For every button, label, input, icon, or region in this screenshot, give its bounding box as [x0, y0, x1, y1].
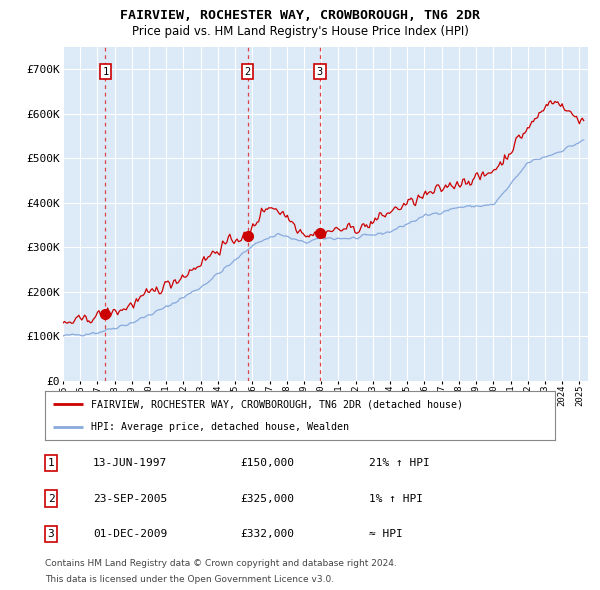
Text: FAIRVIEW, ROCHESTER WAY, CROWBOROUGH, TN6 2DR (detached house): FAIRVIEW, ROCHESTER WAY, CROWBOROUGH, TN…: [91, 399, 463, 409]
Text: 2: 2: [245, 67, 251, 77]
Text: 2: 2: [47, 494, 55, 503]
Text: £325,000: £325,000: [240, 494, 294, 503]
Text: Contains HM Land Registry data © Crown copyright and database right 2024.: Contains HM Land Registry data © Crown c…: [45, 559, 397, 568]
Text: HPI: Average price, detached house, Wealden: HPI: Average price, detached house, Weal…: [91, 422, 349, 432]
Text: FAIRVIEW, ROCHESTER WAY, CROWBOROUGH, TN6 2DR: FAIRVIEW, ROCHESTER WAY, CROWBOROUGH, TN…: [120, 9, 480, 22]
Text: 1% ↑ HPI: 1% ↑ HPI: [369, 494, 423, 503]
Text: £150,000: £150,000: [240, 458, 294, 468]
Text: 21% ↑ HPI: 21% ↑ HPI: [369, 458, 430, 468]
Text: ≈ HPI: ≈ HPI: [369, 529, 403, 539]
Text: £332,000: £332,000: [240, 529, 294, 539]
Text: Price paid vs. HM Land Registry's House Price Index (HPI): Price paid vs. HM Land Registry's House …: [131, 25, 469, 38]
Text: 23-SEP-2005: 23-SEP-2005: [93, 494, 167, 503]
Text: This data is licensed under the Open Government Licence v3.0.: This data is licensed under the Open Gov…: [45, 575, 334, 584]
Text: 01-DEC-2009: 01-DEC-2009: [93, 529, 167, 539]
Text: 13-JUN-1997: 13-JUN-1997: [93, 458, 167, 468]
Text: 1: 1: [102, 67, 109, 77]
Text: 3: 3: [317, 67, 323, 77]
Text: 3: 3: [47, 529, 55, 539]
Text: 1: 1: [47, 458, 55, 468]
